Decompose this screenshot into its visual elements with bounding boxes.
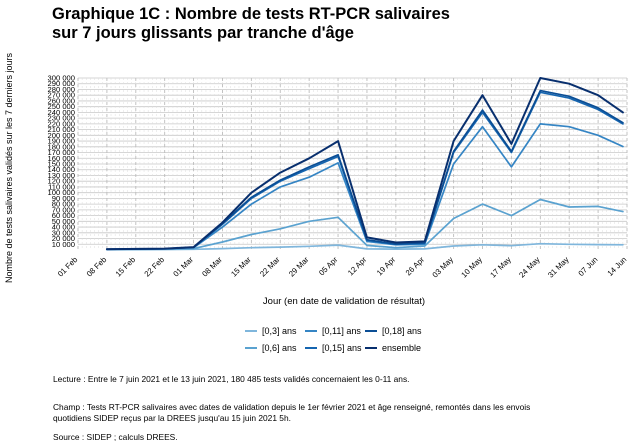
y-tick-label: 10 000	[52, 240, 75, 249]
chart-title-line-2: sur 7 jours glissants par tranche d'âge	[52, 24, 354, 42]
y-tick-label: 210 000	[48, 125, 75, 134]
chart-title-line-1: Graphique 1C : Nombre de tests RT-PCR sa…	[52, 5, 450, 23]
chart-series	[105, 77, 624, 251]
y-tick-label: 150 000	[48, 160, 75, 169]
y-tick-label: 160 000	[48, 154, 75, 163]
chart-title: Graphique 1C : Nombre de tests RT-PCR sa…	[52, 5, 450, 43]
y-tick-label: 290 000	[48, 79, 75, 88]
champ-note-line-2: quotidiens SIDEP reçus par la DREES jusq…	[53, 412, 291, 423]
y-tick-label: 50 000	[52, 217, 75, 226]
y-tick-label: 110 000	[48, 182, 75, 191]
legend-swatch	[245, 330, 257, 332]
x-axis-ticks: 01 Feb 08 Feb 15 Feb 22 Feb 01 Mar 08 Mar 15 M…	[56, 255, 629, 280]
legend-item-0-3: [0,3] ans	[245, 326, 305, 336]
legend-swatch	[305, 330, 317, 332]
y-tick-label: 220 000	[48, 119, 75, 128]
legend-item-ensemble: ensemble	[365, 343, 429, 353]
x-tick-label: 26 Apr	[404, 255, 427, 278]
x-tick-label: 10 May	[459, 255, 484, 280]
x-tick-label: 22 Mar	[258, 255, 282, 279]
y-tick-label: 240 000	[48, 108, 75, 117]
legend-label: [0,3] ans	[262, 326, 297, 336]
x-tick-label: 07 Jun	[577, 255, 600, 278]
y-axis-label: Nombre de tests salivaires validés sur l…	[4, 52, 14, 283]
y-tick-label: 40 000	[52, 223, 75, 232]
y-tick-label: 280 000	[48, 85, 75, 94]
champ-note-line-1: Champ : Tests RT-PCR salivaires avec dat…	[53, 402, 531, 412]
legend-item-0-15: [0,15] ans	[305, 343, 365, 353]
x-tick-label: 17 May	[488, 255, 513, 280]
y-tick-label: 130 000	[48, 171, 75, 180]
y-tick-label: 170 000	[48, 148, 75, 157]
series-line-1	[106, 198, 624, 251]
y-tick-label: 60 000	[52, 211, 75, 220]
y-tick-label: 200 000	[48, 131, 75, 140]
legend-label: [0,6] ans	[262, 343, 297, 353]
x-tick-label: 19 Apr	[375, 255, 398, 278]
x-tick-label: 05 Apr	[317, 255, 340, 278]
x-axis-label: Jour (en date de validation de résultat)	[263, 296, 425, 307]
legend-item-0-11: [0,11] ans	[305, 326, 365, 336]
y-tick-label: 230 000	[48, 114, 75, 123]
legend-swatch	[365, 330, 377, 332]
x-tick-label: 31 May	[546, 255, 571, 280]
source-note: Source : SIDEP ; calculs DREES.	[53, 432, 178, 442]
series-line-5	[105, 77, 624, 251]
y-tick-label: 270 000	[48, 91, 75, 100]
x-tick-label: 01 Feb	[56, 255, 80, 279]
y-tick-label: 260 000	[48, 96, 75, 105]
chart-legend: [0,3] ans [0,11] ans [0,18] ans [0,6] an…	[245, 326, 429, 353]
y-tick-label: 90 000	[52, 194, 75, 203]
legend-label: ensemble	[382, 343, 422, 353]
legend-label: [0,11] ans	[322, 326, 361, 336]
legend-item-0-6: [0,6] ans	[245, 343, 305, 353]
x-tick-label: 03 May	[431, 255, 456, 280]
x-tick-label: 24 May	[517, 255, 542, 280]
x-tick-label: 01 Mar	[171, 255, 195, 279]
y-tick-label: 70 000	[52, 205, 75, 214]
x-tick-label: 15 Feb	[114, 255, 138, 279]
y-tick-label: 180 000	[48, 142, 75, 151]
y-tick-label: 100 000	[48, 188, 75, 197]
legend-swatch	[365, 347, 377, 349]
chart-grid	[77, 77, 628, 250]
x-tick-label: 22 Feb	[143, 255, 167, 279]
x-tick-label: 08 Mar	[200, 255, 224, 279]
x-tick-label: 29 Mar	[287, 255, 311, 279]
legend-label: [0,15] ans	[322, 343, 362, 353]
champ-note: Champ : Tests RT-PCR salivaires avec dat…	[53, 402, 530, 423]
y-tick-label: 30 000	[52, 228, 75, 237]
series-line-3	[106, 91, 624, 251]
y-tick-label: 190 000	[48, 137, 75, 146]
x-tick-label: 12 Apr	[346, 255, 369, 278]
legend-item-0-18: [0,18] ans	[365, 326, 429, 336]
y-tick-label: 20 000	[52, 234, 75, 243]
y-tick-label: 120 000	[48, 177, 75, 186]
lecture-note: Lecture : Entre le 7 juin 2021 et le 13 …	[53, 374, 410, 384]
y-tick-label: 250 000	[48, 102, 75, 111]
legend-label: [0,18] ans	[382, 326, 422, 336]
x-tick-label: 14 Jun	[605, 255, 628, 278]
legend-swatch	[305, 347, 317, 349]
legend-swatch	[245, 347, 257, 349]
y-tick-label: 140 000	[48, 165, 75, 174]
x-tick-label: 08 Feb	[85, 255, 109, 279]
y-tick-label: 80 000	[52, 200, 75, 209]
x-tick-label: 15 Mar	[229, 255, 253, 279]
y-tick-label: 300 000	[48, 74, 75, 83]
